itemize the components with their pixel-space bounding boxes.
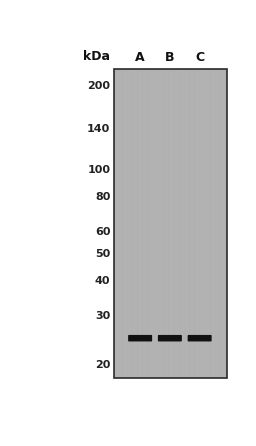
Text: 40: 40 [95, 276, 110, 286]
Text: 20: 20 [95, 360, 110, 370]
Text: C: C [195, 51, 204, 64]
Text: B: B [165, 51, 175, 64]
Text: 100: 100 [87, 165, 110, 175]
Text: 60: 60 [95, 227, 110, 237]
Text: 200: 200 [87, 81, 110, 91]
Text: kDa: kDa [83, 50, 110, 63]
FancyBboxPatch shape [128, 335, 152, 342]
Text: A: A [135, 51, 145, 64]
FancyBboxPatch shape [158, 335, 182, 342]
Text: 30: 30 [95, 311, 110, 321]
FancyBboxPatch shape [188, 335, 212, 342]
Text: 80: 80 [95, 192, 110, 202]
Text: 140: 140 [87, 124, 110, 134]
Text: 50: 50 [95, 249, 110, 259]
Bar [114, 69, 227, 378]
